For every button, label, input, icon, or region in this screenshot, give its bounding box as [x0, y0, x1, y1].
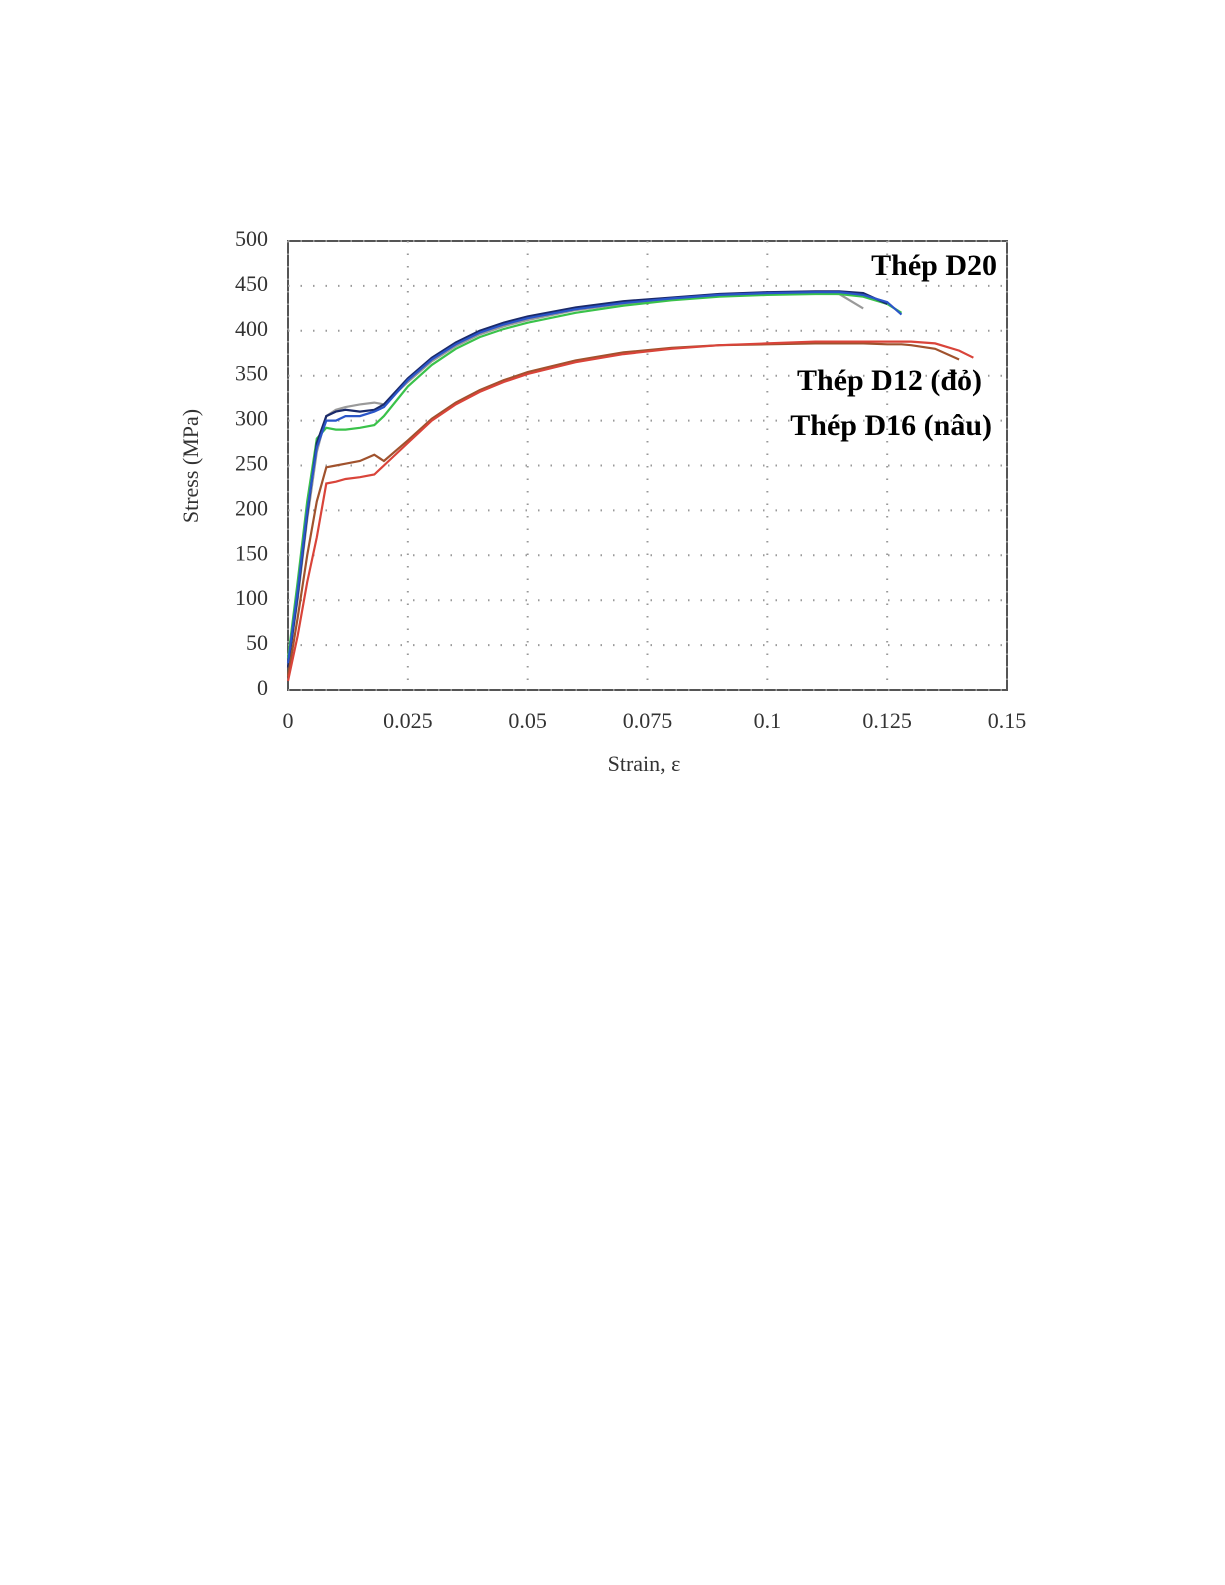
- y-tick-label: 500: [235, 226, 268, 251]
- series-line: [286, 340, 974, 682]
- series-line: [286, 290, 888, 668]
- y-tick-label: 50: [246, 630, 268, 655]
- series-line: [286, 291, 864, 666]
- y-tick-label: 200: [235, 495, 268, 520]
- y-tick-label: 150: [235, 540, 268, 565]
- series-line: [286, 342, 960, 677]
- x-tick-label: 0.075: [623, 708, 673, 733]
- y-tick-label: 450: [235, 271, 268, 296]
- y-tick-label: 0: [257, 675, 268, 700]
- annotation: Thép D12 (đỏ): [797, 364, 982, 397]
- x-tick-label: 0.025: [383, 708, 433, 733]
- x-tick-label: 0.15: [988, 708, 1027, 733]
- y-tick-label: 100: [235, 585, 268, 610]
- x-tick-label: 0.1: [754, 708, 782, 733]
- y-tick-label: 400: [235, 316, 268, 341]
- annotation: Thép D20: [871, 249, 997, 282]
- x-axis-label: Strain, ε: [608, 751, 681, 776]
- plot-frame: [287, 240, 1008, 691]
- y-axis-label: Stress (MPa): [178, 409, 203, 523]
- series-line: [286, 292, 903, 659]
- annotation: Thép D16 (nâu): [790, 409, 992, 442]
- y-tick-label: 350: [235, 361, 268, 386]
- x-tick-label: 0: [283, 708, 294, 733]
- series-line: [286, 291, 903, 664]
- x-tick-label: 0.125: [862, 708, 912, 733]
- x-tick-label: 0.05: [508, 708, 547, 733]
- y-tick-label: 300: [235, 406, 268, 431]
- y-tick-label: 250: [235, 451, 268, 476]
